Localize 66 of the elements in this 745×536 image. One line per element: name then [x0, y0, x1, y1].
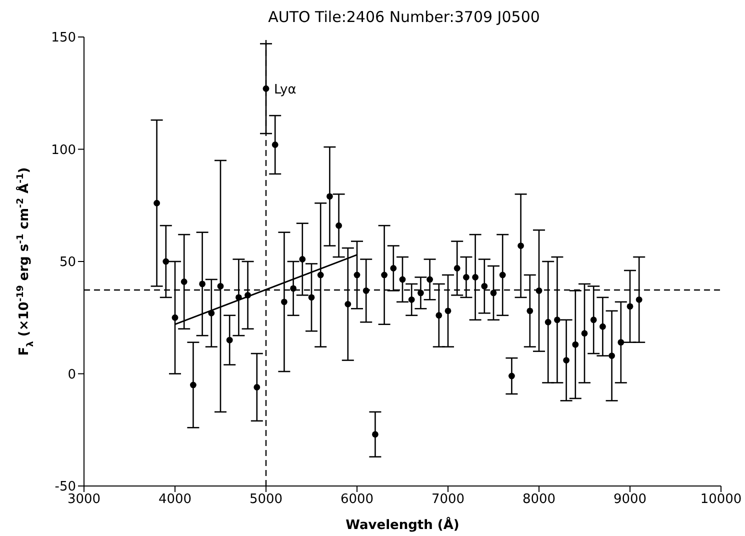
- point: [190, 382, 196, 388]
- point: [508, 372, 515, 380]
- point: [444, 308, 452, 314]
- y-tick-label: 150: [51, 30, 76, 46]
- annotation: Lyα: [274, 82, 296, 98]
- x-tick-label: 6000: [340, 492, 374, 508]
- point: [608, 352, 615, 359]
- x-tick-label: 4000: [158, 492, 192, 508]
- y-tick-label: 0: [68, 367, 76, 382]
- point: [372, 431, 378, 438]
- point: [381, 272, 388, 278]
- point: [162, 258, 170, 265]
- point: [336, 222, 342, 229]
- point: [299, 256, 306, 262]
- point: [418, 290, 424, 296]
- chart-title: AUTO Tile:2406 Number:3709 J0500: [267, 8, 541, 26]
- point: [317, 272, 324, 278]
- x-tick-label: 8000: [522, 492, 556, 508]
- x-tick-label: 10000: [700, 492, 742, 508]
- point: [481, 282, 488, 290]
- point: [199, 280, 206, 288]
- point: [563, 357, 570, 364]
- point: [172, 314, 178, 321]
- point: [426, 276, 433, 283]
- point: [618, 339, 624, 346]
- point: [581, 330, 588, 337]
- point: [217, 282, 224, 290]
- point: [526, 308, 534, 314]
- point: [290, 285, 296, 292]
- point: [636, 296, 642, 303]
- point: [600, 323, 606, 330]
- point: [362, 287, 370, 294]
- point: [572, 341, 579, 348]
- y-tick-label: 100: [51, 142, 76, 158]
- x-tick-label: 5000: [249, 492, 283, 508]
- point: [472, 274, 478, 280]
- x-tick-label: 7000: [431, 492, 465, 508]
- point: [154, 200, 160, 206]
- point: [408, 296, 415, 303]
- point: [308, 294, 315, 301]
- point: [344, 300, 352, 308]
- x-axis-title: Wavelength (Å): [346, 516, 460, 533]
- point: [354, 272, 360, 278]
- point: [490, 290, 497, 296]
- x-tick-label: 3000: [67, 492, 101, 508]
- x-tick-label: 9000: [613, 492, 647, 508]
- point: [463, 274, 470, 280]
- point: [554, 316, 560, 324]
- point: [226, 336, 233, 344]
- point: [536, 287, 542, 294]
- y-tick-label: 50: [59, 255, 76, 270]
- point: [518, 242, 524, 249]
- point: [281, 298, 288, 306]
- point: [254, 384, 260, 390]
- point: [590, 316, 597, 324]
- point: [262, 85, 270, 92]
- point: [544, 318, 552, 326]
- point: [626, 303, 634, 310]
- point: [326, 193, 333, 200]
- point: [454, 265, 460, 272]
- point: [499, 272, 506, 278]
- point: [390, 265, 397, 272]
- point: [180, 278, 188, 285]
- point: [272, 142, 278, 148]
- point: [399, 276, 406, 283]
- point: [436, 312, 442, 319]
